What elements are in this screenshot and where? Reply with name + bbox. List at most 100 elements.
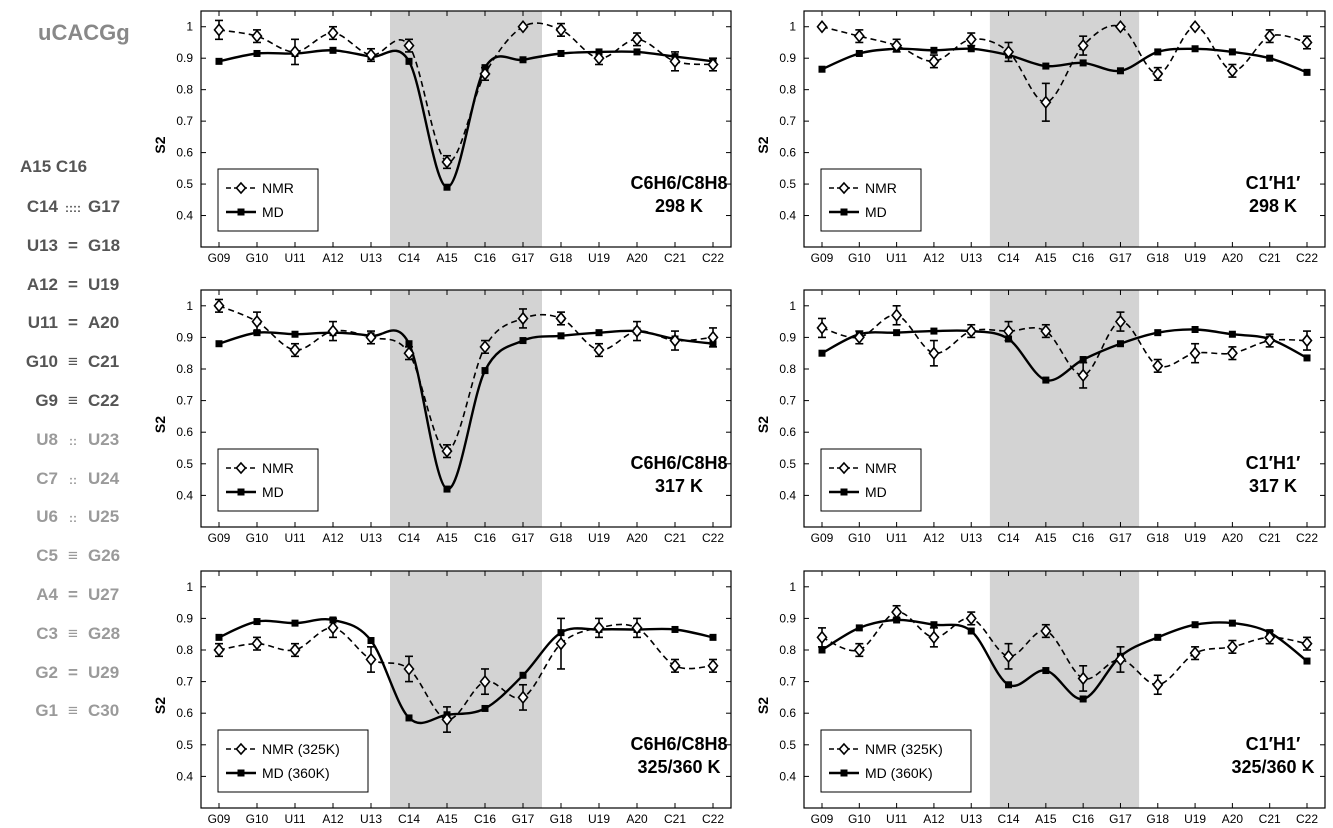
x-tick-label: G17 <box>1109 531 1132 545</box>
chart-panel: 0.4 0.5 0.6 0.7 0.8 0.9 1 S2 G09 G10 U11 A12 U13 C14 A… <box>755 289 1326 545</box>
base-pair: C3 ≡ G28 <box>2 624 120 644</box>
x-tick-label: A12 <box>923 531 945 545</box>
pair-right: U24 <box>88 468 120 488</box>
y-tick-label: 0.8 <box>779 643 796 657</box>
x-tick-label: U13 <box>960 251 982 265</box>
legend-nmr-marker <box>235 742 247 756</box>
nmr-point <box>479 340 491 354</box>
panel-annotation: 298 K <box>1249 196 1297 216</box>
legend-md-label: MD (360K) <box>865 765 933 781</box>
md-point <box>1228 619 1236 627</box>
pair-left: G9 <box>35 391 58 410</box>
x-tick-label: C16 <box>474 531 496 545</box>
legend-nmr-marker <box>838 181 850 195</box>
md-point <box>405 57 413 65</box>
y-tick-label: 0.4 <box>779 769 796 783</box>
x-tick-label: A15 <box>436 251 458 265</box>
y-tick-label: 0.8 <box>779 362 796 376</box>
nmr-point <box>853 643 865 657</box>
nmr-point <box>1114 314 1126 329</box>
nmr-series-line <box>218 305 714 453</box>
nmr-point <box>517 19 529 34</box>
nmr-point <box>1301 636 1313 651</box>
legend-md-label: MD <box>865 484 887 500</box>
x-tick-label: U11 <box>284 531 305 545</box>
nmr-point <box>327 621 339 635</box>
x-tick-label: A12 <box>322 531 344 545</box>
nmr-point <box>289 45 301 59</box>
y-tick-label: 0.9 <box>176 611 193 625</box>
panel-annotation: C1′H1′ <box>1246 734 1301 754</box>
x-tick-label: C21 <box>1259 251 1281 265</box>
nmr-point <box>517 690 529 705</box>
nmr-point <box>1077 368 1089 383</box>
md-point <box>1303 68 1311 76</box>
x-tick-label: A15 <box>436 531 458 545</box>
y-tick-label: 0.6 <box>176 425 193 439</box>
y-tick-label: 0.7 <box>176 394 193 408</box>
x-tick-label: G17 <box>1109 251 1132 265</box>
pair-left: U6 <box>36 507 58 527</box>
x-tick-label: C14 <box>398 812 420 826</box>
md-series-line <box>218 329 714 491</box>
nmr-point <box>1301 35 1313 50</box>
md-point <box>481 367 489 375</box>
x-tick-label: A15 <box>436 812 458 826</box>
pair-symbol: = <box>68 313 78 333</box>
x-tick-label: U13 <box>360 251 382 265</box>
pair-right: G17 <box>88 197 121 216</box>
nmr-point <box>479 67 491 81</box>
nmr-point <box>593 343 605 357</box>
md-point <box>253 618 261 626</box>
nmr-point <box>1003 649 1015 664</box>
base-pair: U13 = G18 <box>2 236 120 256</box>
md-point <box>443 183 451 191</box>
x-tick-label: C14 <box>998 531 1020 545</box>
panel-annotation: C1′H1′ <box>1246 453 1301 473</box>
md-point <box>633 48 641 56</box>
y-tick-label: 0.8 <box>176 643 193 657</box>
pair-left: G10 <box>25 352 58 372</box>
nmr-point <box>891 38 903 53</box>
pair-right: G18 <box>88 235 121 255</box>
pair-left: U13 <box>26 235 58 255</box>
y-tick-label: 0.6 <box>176 706 193 720</box>
nmr-point <box>965 611 977 626</box>
x-tick-label: G17 <box>1109 812 1132 826</box>
panel-annotation: 317 K <box>1249 476 1297 496</box>
legend-box <box>820 168 922 232</box>
legend-md-marker <box>237 769 245 777</box>
nmr-point <box>1040 95 1052 110</box>
x-tick-label: C16 <box>1072 812 1094 826</box>
plot-frame <box>200 289 732 528</box>
legend-nmr-marker <box>838 461 850 475</box>
nmr-point <box>1003 45 1015 59</box>
md-point <box>215 57 223 65</box>
nmr-point <box>251 29 263 43</box>
legend-nmr-label: NMR <box>262 460 294 476</box>
md-point <box>1154 48 1162 56</box>
x-tick-label: G18 <box>1146 531 1169 545</box>
y-tick-label: 1 <box>186 580 193 594</box>
loop-region-shading <box>989 11 1140 247</box>
md-point <box>443 485 451 493</box>
plot-frame <box>200 570 732 809</box>
base-pair: G1 ≡ C30 <box>2 701 119 721</box>
x-tick-label: A15 <box>1035 812 1057 826</box>
pair-right: G28 <box>88 623 121 643</box>
nmr-point <box>441 155 453 169</box>
nmr-point <box>1226 64 1238 78</box>
x-tick-label: A12 <box>322 812 344 826</box>
nmr-point <box>1040 324 1052 338</box>
md-point <box>1005 681 1013 689</box>
legend-nmr-label: NMR (325K) <box>865 741 943 757</box>
nmr-point <box>1301 333 1313 348</box>
nmr-point <box>816 630 828 645</box>
x-tick-label: A20 <box>626 531 648 545</box>
pair-right: U29 <box>88 662 120 682</box>
legend-md-marker <box>237 488 245 496</box>
md-point <box>557 49 565 57</box>
pair-left: U8 <box>36 429 58 449</box>
pair-symbol: :: <box>69 472 77 487</box>
pair-symbol: ≡ <box>68 352 78 372</box>
